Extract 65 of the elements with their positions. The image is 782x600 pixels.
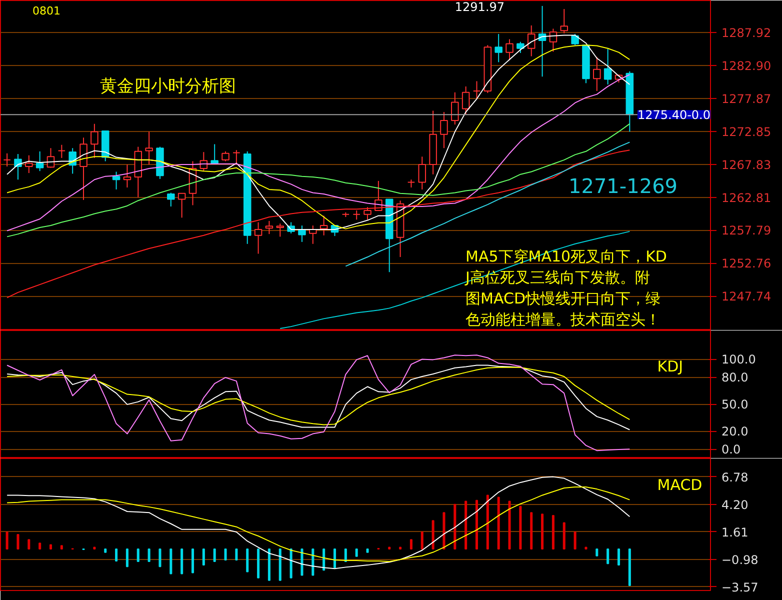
- candlestick: [320, 215, 328, 236]
- y-tick-label: −0.98: [722, 552, 758, 567]
- candlestick: [276, 223, 284, 238]
- text: MACD: [657, 476, 702, 494]
- candlestick: [232, 150, 240, 166]
- candlestick: [506, 38, 514, 61]
- y-tick-label: 0.0: [722, 442, 741, 457]
- candlestick: [3, 152, 11, 167]
- candlestick: [352, 210, 360, 220]
- candlestick: [167, 192, 175, 208]
- y-tick-label: −3.57: [722, 580, 758, 594]
- y-tick-label: 80.0: [722, 370, 748, 385]
- line-series: [6, 486, 630, 562]
- candlestick: [25, 154, 33, 174]
- y-tick-label: 6.78: [722, 470, 748, 484]
- y-tick-label: 1.61: [722, 525, 748, 540]
- y-tick-label: 1257.79: [722, 224, 772, 238]
- y-tick-label: 1262.81: [722, 190, 772, 205]
- ref-line-label: 1275.40-0.0: [637, 108, 711, 122]
- candlestick: [90, 123, 98, 158]
- candlestick: [407, 179, 416, 188]
- y-tick-label: 1252.76: [722, 256, 772, 271]
- text: KDJ: [657, 357, 684, 376]
- candlestick: [462, 86, 470, 114]
- candlestick: [123, 164, 132, 188]
- line-series: [280, 230, 630, 330]
- candlestick: [145, 131, 153, 166]
- candlestick: [210, 144, 218, 164]
- annotation: 1291.97: [454, 0, 505, 14]
- candlestick: [222, 150, 230, 162]
- candlestick: [516, 41, 524, 54]
- text: 黄金四小时分析图: [100, 76, 236, 96]
- candlestick: [593, 56, 601, 92]
- y-tick-label: 100.0: [722, 352, 756, 367]
- y-tick-label: 1277.87: [722, 92, 772, 106]
- candlestick: [472, 80, 481, 100]
- candlestick: [178, 192, 186, 218]
- candlestick: [36, 150, 44, 172]
- y-tick-label: 20.0: [722, 424, 748, 439]
- y-tick-label: 1267.83: [722, 158, 772, 172]
- y-tick-label: 4.20: [722, 498, 748, 512]
- candlestick: [571, 33, 579, 46]
- candlestick: [58, 144, 66, 158]
- candlestick: [265, 220, 274, 235]
- annotation: 0801: [32, 4, 60, 18]
- candlestick: [494, 33, 502, 63]
- candlestick: [418, 156, 426, 190]
- candlestick: [560, 8, 568, 34]
- y-tick-label: 1287.92: [722, 26, 772, 40]
- y-tick-label: 1272.85: [722, 124, 772, 139]
- candlestick: [549, 28, 558, 52]
- candlestick: [254, 222, 262, 254]
- candlestick: [298, 225, 306, 242]
- line-series: [6, 476, 630, 570]
- candlestick: [604, 48, 612, 85]
- candlestick: [80, 137, 88, 200]
- y-tick-label: 1282.90: [722, 58, 772, 73]
- line-series: [6, 354, 630, 452]
- candlestick: [364, 206, 372, 220]
- candlestick: [527, 24, 536, 57]
- candlestick: [451, 92, 459, 125]
- annotation: 1271-1269: [568, 174, 678, 198]
- y-tick-label: 50.0: [722, 398, 748, 412]
- y-tick-label: 1247.74: [722, 290, 772, 304]
- candlestick: [440, 112, 448, 149]
